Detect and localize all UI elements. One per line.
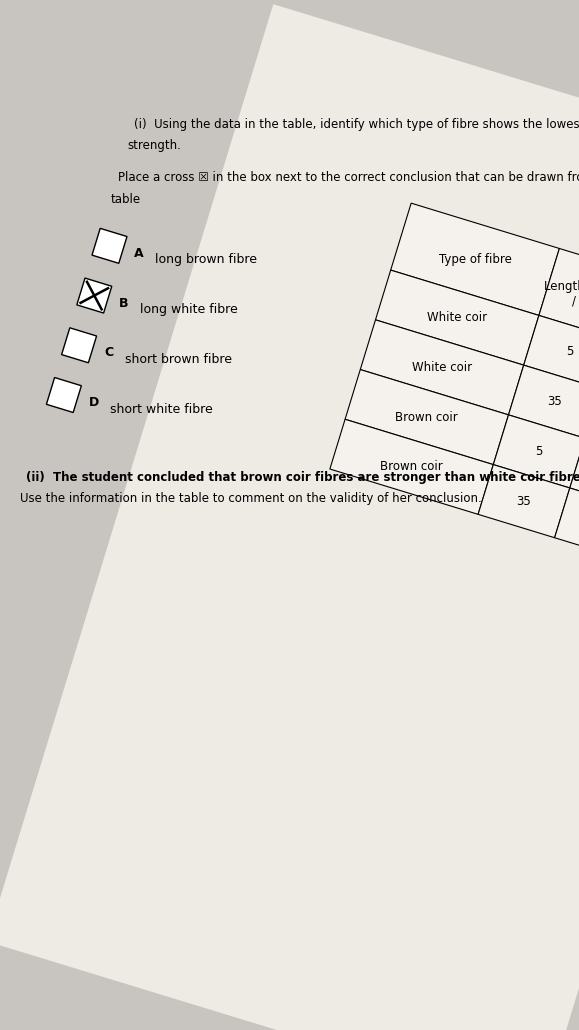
Bar (391, 203, 559, 315)
Text: 5: 5 (566, 345, 573, 358)
Bar (92, 229, 127, 264)
Text: long brown fibre: long brown fibre (155, 253, 258, 267)
Text: strength.: strength. (127, 139, 181, 152)
Text: table: table (111, 193, 141, 206)
Text: 35: 35 (547, 396, 562, 408)
Bar (360, 320, 524, 415)
Text: C: C (104, 346, 113, 359)
Bar (524, 315, 579, 388)
Bar (493, 415, 579, 488)
Text: White coir: White coir (412, 360, 472, 374)
Text: Place a cross ☒ in the box next to the correct conclusion that can be drawn from: Place a cross ☒ in the box next to the c… (118, 171, 579, 184)
Text: (ii)  The student concluded that brown coir fibres are stronger than white coir : (ii) The student concluded that brown co… (26, 472, 579, 484)
Text: Type of fibre: Type of fibre (439, 252, 511, 266)
Text: Length of fibre
/ mm: Length of fibre / mm (544, 279, 579, 308)
Bar (478, 465, 570, 538)
Text: short brown fibre: short brown fibre (125, 353, 232, 366)
Text: Brown coir: Brown coir (395, 411, 458, 423)
Bar (77, 278, 112, 313)
Text: D: D (89, 397, 99, 409)
Text: Brown coir: Brown coir (380, 460, 443, 474)
Text: 5: 5 (536, 445, 543, 458)
Text: White coir: White coir (427, 311, 488, 324)
Text: B: B (119, 297, 129, 310)
Bar (61, 328, 97, 363)
Bar (539, 248, 579, 339)
Bar (345, 370, 508, 465)
Bar (508, 366, 579, 439)
Text: 35: 35 (516, 494, 532, 508)
Bar (46, 378, 82, 412)
Text: short white fibre: short white fibre (110, 403, 212, 415)
Bar (570, 439, 579, 521)
Bar (330, 419, 493, 514)
Bar (376, 270, 539, 366)
Text: long white fibre: long white fibre (140, 303, 238, 316)
Text: A: A (134, 247, 144, 260)
Text: Use the information in the table to comment on the validity of her conclusion.: Use the information in the table to comm… (20, 492, 481, 506)
Bar (555, 488, 579, 572)
Text: (i)  Using the data in the table, identify which type of fibre shows the lowest : (i) Using the data in the table, identif… (134, 118, 579, 132)
